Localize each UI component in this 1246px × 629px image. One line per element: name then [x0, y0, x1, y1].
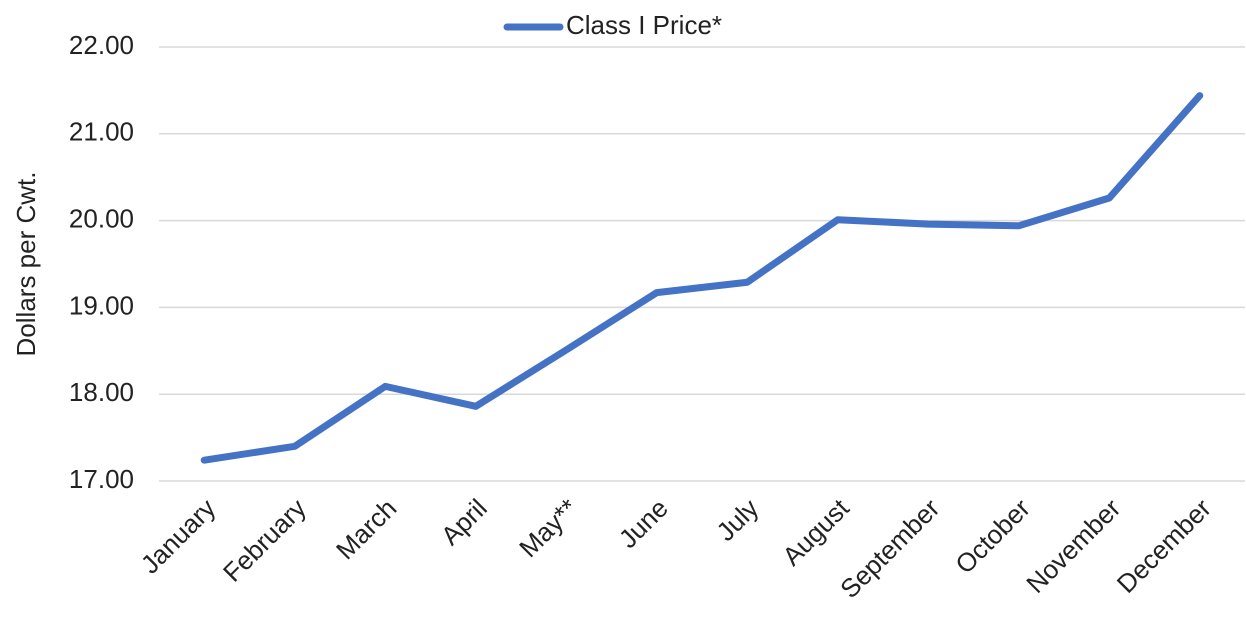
legend-label: Class I Price*: [566, 10, 722, 40]
y-tick-label: 18.00: [69, 377, 134, 407]
x-tick-label: October: [949, 493, 1036, 580]
x-tick-label: December: [1111, 493, 1217, 599]
data-line: [200, 92, 1204, 464]
x-tick-label: April: [435, 493, 493, 551]
x-tick-label: July: [710, 493, 764, 547]
x-tick-label: May**: [513, 493, 583, 563]
x-tick-label: January: [135, 493, 222, 580]
x-tick-label: February: [217, 493, 312, 588]
x-tick-label: March: [330, 493, 402, 565]
y-axis-label: Dollars per Cwt.: [11, 172, 41, 357]
y-tick-label: 22.00: [69, 30, 134, 60]
x-tick-label: September: [834, 493, 945, 604]
y-tick-label: 21.00: [69, 117, 134, 147]
y-tick-label: 19.00: [69, 290, 134, 320]
x-tick-label: November: [1020, 493, 1126, 599]
x-tick-label: June: [613, 493, 674, 554]
y-tick-label: 17.00: [69, 464, 134, 494]
x-tick-label: August: [776, 492, 855, 571]
y-tick-label: 20.00: [69, 203, 134, 233]
